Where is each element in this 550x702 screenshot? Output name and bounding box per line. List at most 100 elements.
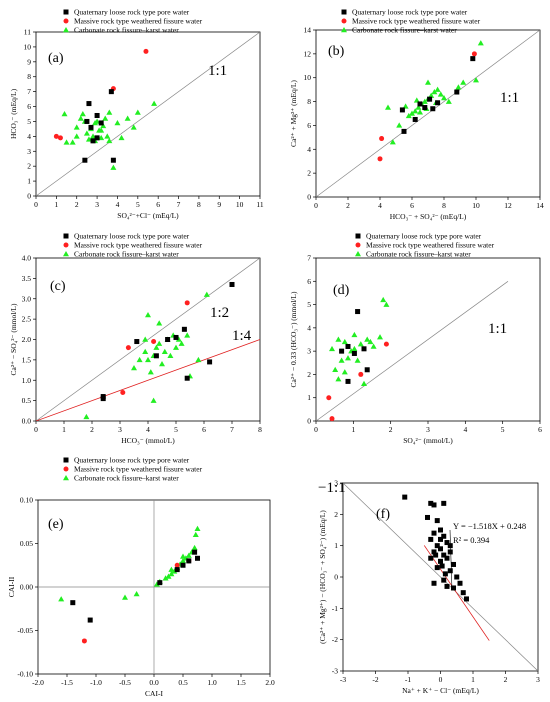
data-point bbox=[133, 590, 140, 597]
data-point bbox=[122, 594, 128, 600]
data-point bbox=[389, 139, 396, 145]
x-axis-label: HCO₃⁻ + SO₄²⁻ (mEq/L) bbox=[390, 212, 467, 221]
data-point bbox=[98, 120, 104, 126]
data-point bbox=[175, 336, 182, 342]
data-point bbox=[345, 378, 351, 384]
data-point bbox=[447, 543, 453, 549]
panel-d: 0 1 2 3 4 5 6 0 1 2 3 4 5 6 7 SO₄²⁻ (mmol/L) Ca²⁺ − 0.33… bbox=[289, 232, 542, 446]
x-tick-label: -1.5 bbox=[61, 678, 73, 687]
data-point bbox=[168, 566, 175, 572]
legend-label: Massive rock type weathered fissure wate… bbox=[366, 241, 495, 250]
data-point bbox=[184, 332, 191, 338]
data-point bbox=[441, 552, 447, 558]
x-tick-label: -1.0 bbox=[90, 678, 102, 687]
legend: Quaternary loose rock type pore waterMas… bbox=[63, 456, 203, 483]
series-0 bbox=[399, 56, 476, 134]
y-tick-label: 2.5 bbox=[22, 315, 32, 324]
x-tick-label: 0 bbox=[439, 675, 443, 684]
data-point bbox=[131, 365, 137, 371]
data-point bbox=[106, 109, 113, 115]
y-tick-label: 1 bbox=[307, 393, 311, 402]
x-tick-label: -3 bbox=[340, 675, 346, 684]
line-layer bbox=[316, 30, 540, 197]
data-point bbox=[102, 115, 109, 121]
fit-line bbox=[423, 545, 490, 641]
data-point bbox=[434, 565, 440, 571]
x-axis-label: Na⁺ + K⁺ − Cl⁻ (mEq/L) bbox=[402, 686, 479, 695]
data-point bbox=[454, 89, 460, 95]
data-point bbox=[361, 380, 367, 386]
annotation: 1:4 bbox=[232, 328, 252, 344]
x-tick-label: -0.5 bbox=[119, 678, 131, 687]
data-point bbox=[428, 92, 435, 98]
legend: Quaternary loose rock type pore waterMas… bbox=[63, 232, 203, 259]
data-point bbox=[380, 296, 387, 303]
legend-marker bbox=[341, 9, 347, 15]
panel-label: (f) bbox=[376, 507, 390, 522]
legend-label: Carbonate rock fissure–karst water bbox=[352, 26, 457, 35]
y-tick-label: 4 bbox=[27, 132, 31, 141]
data-point bbox=[345, 355, 351, 361]
data-point bbox=[412, 116, 418, 122]
data-point bbox=[434, 518, 440, 524]
data-point bbox=[377, 334, 383, 340]
x-tick-label: 3 bbox=[118, 425, 122, 434]
series-2 bbox=[61, 100, 158, 170]
data-point bbox=[86, 101, 92, 107]
x-axis-label: HCO₃⁻ (mmol/L) bbox=[121, 436, 175, 445]
data-point bbox=[153, 344, 160, 350]
y-tick-label: 3 bbox=[307, 347, 311, 356]
y-tick-label: 1.0 bbox=[22, 376, 32, 385]
legend-label: Massive rock type weathered fissure wate… bbox=[352, 17, 481, 26]
data-point bbox=[100, 396, 106, 402]
data-point bbox=[335, 376, 342, 382]
data-point bbox=[451, 585, 456, 591]
data-point bbox=[173, 334, 179, 340]
data-point bbox=[70, 600, 76, 606]
data-point bbox=[195, 356, 202, 363]
y-tick-label: -1 bbox=[332, 604, 338, 613]
x-tick-label: 7 bbox=[177, 200, 181, 209]
x-tick-label: 8 bbox=[442, 201, 446, 210]
legend-marker bbox=[63, 251, 69, 257]
legend-label: Carbonate rock fissure–karst water bbox=[74, 250, 179, 259]
x-tick-label: -2 bbox=[372, 675, 378, 684]
y-tick-label: 10 bbox=[24, 42, 32, 51]
data-point bbox=[125, 345, 131, 351]
x-tick-label: 5 bbox=[136, 200, 140, 209]
y-tick-label: 1 bbox=[334, 541, 338, 550]
y-axis-label: Ca²⁺ + Mg²⁺ (mEq/L) bbox=[289, 80, 298, 147]
y-tick-label: 0.5 bbox=[22, 396, 32, 405]
y-tick-label: -0.10 bbox=[17, 670, 33, 679]
y-tick-label: 1.5 bbox=[22, 355, 32, 364]
data-point bbox=[180, 562, 186, 568]
line-layer bbox=[316, 281, 509, 421]
data-point bbox=[428, 536, 434, 542]
legend-marker bbox=[341, 27, 347, 33]
series-2 bbox=[329, 296, 390, 386]
data-point bbox=[341, 338, 348, 345]
data-point bbox=[162, 575, 169, 581]
data-point bbox=[473, 77, 479, 83]
x-tick-label: 1 bbox=[54, 200, 58, 209]
series-0 bbox=[100, 281, 235, 402]
data-point bbox=[73, 133, 80, 139]
y-tick-label: 8 bbox=[307, 97, 311, 106]
data-point bbox=[433, 552, 439, 558]
legend-label: Quaternary loose rock type pore water bbox=[74, 232, 190, 241]
data-point bbox=[441, 500, 447, 506]
data-point bbox=[417, 101, 423, 107]
data-point bbox=[118, 134, 125, 141]
data-point bbox=[150, 397, 157, 403]
data-point bbox=[77, 115, 84, 121]
data-point bbox=[173, 344, 179, 350]
data-point bbox=[94, 135, 100, 141]
panel-label: (e) bbox=[48, 517, 64, 532]
y-axis-label: Ca²⁺ − 0.33 (HCO₃⁻) (mmol/L) bbox=[289, 291, 298, 387]
data-point bbox=[156, 320, 163, 326]
data-point bbox=[399, 107, 405, 113]
y-tick-label: -0.05 bbox=[17, 626, 33, 635]
annotation-pointer bbox=[449, 529, 453, 587]
data-point bbox=[192, 531, 199, 538]
x-tick-label: 12 bbox=[504, 201, 512, 210]
